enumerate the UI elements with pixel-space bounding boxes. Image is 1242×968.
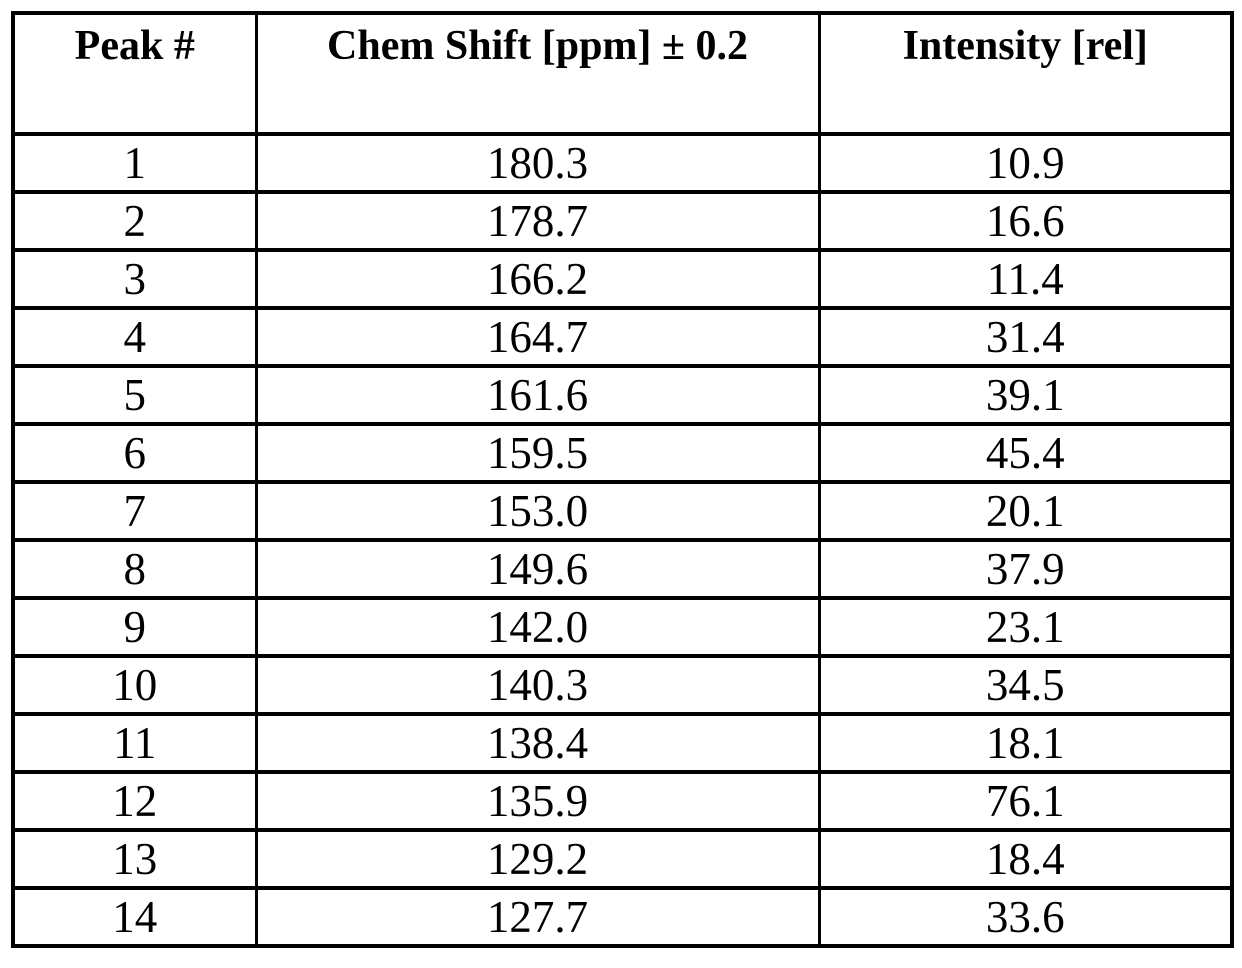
table-row: 6 159.5 45.4 (11, 422, 1234, 484)
peak-number-cell: 2 (11, 190, 258, 252)
peak-number-cell: 11 (11, 712, 258, 774)
nmr-peak-table: Peak # Chem Shift [ppm] ± 0.2 Intensity … (11, 11, 1234, 948)
intensity-cell: 18.4 (817, 828, 1234, 890)
chem-shift-cell: 166.2 (254, 248, 821, 310)
chem-shift-cell: 161.6 (254, 364, 821, 426)
intensity-cell: 76.1 (817, 770, 1234, 832)
intensity-cell: 45.4 (817, 422, 1234, 484)
chem-shift-cell: 164.7 (254, 306, 821, 368)
header-row: Peak # Chem Shift [ppm] ± 0.2 Intensity … (11, 11, 1234, 136)
table-row: 9 142.0 23.1 (11, 596, 1234, 658)
column-header-chem-shift: Chem Shift [ppm] ± 0.2 (254, 11, 821, 136)
chem-shift-cell: 142.0 (254, 596, 821, 658)
chem-shift-cell: 129.2 (254, 828, 821, 890)
table-row: 5 161.6 39.1 (11, 364, 1234, 426)
table-row: 3 166.2 11.4 (11, 248, 1234, 310)
peak-number-cell: 13 (11, 828, 258, 890)
peak-number-cell: 3 (11, 248, 258, 310)
peak-number-cell: 12 (11, 770, 258, 832)
peak-number-cell: 10 (11, 654, 258, 716)
intensity-cell: 33.6 (817, 886, 1234, 948)
table-row: 14 127.7 33.6 (11, 886, 1234, 948)
peak-number-cell: 14 (11, 886, 258, 948)
peak-number-cell: 5 (11, 364, 258, 426)
peak-number-cell: 8 (11, 538, 258, 600)
chem-shift-cell: 138.4 (254, 712, 821, 774)
intensity-cell: 37.9 (817, 538, 1234, 600)
intensity-cell: 16.6 (817, 190, 1234, 252)
table-row: 8 149.6 37.9 (11, 538, 1234, 600)
intensity-cell: 23.1 (817, 596, 1234, 658)
intensity-cell: 18.1 (817, 712, 1234, 774)
peak-number-cell: 1 (11, 132, 258, 194)
intensity-cell: 10.9 (817, 132, 1234, 194)
intensity-cell: 20.1 (817, 480, 1234, 542)
table-header: Peak # Chem Shift [ppm] ± 0.2 Intensity … (11, 11, 1234, 136)
intensity-cell: 39.1 (817, 364, 1234, 426)
table-row: 7 153.0 20.1 (11, 480, 1234, 542)
intensity-cell: 11.4 (817, 248, 1234, 310)
column-header-peak-number: Peak # (11, 11, 258, 136)
chem-shift-cell: 178.7 (254, 190, 821, 252)
peak-number-cell: 6 (11, 422, 258, 484)
chem-shift-cell: 140.3 (254, 654, 821, 716)
table-row: 2 178.7 16.6 (11, 190, 1234, 252)
table-row: 10 140.3 34.5 (11, 654, 1234, 716)
chem-shift-cell: 159.5 (254, 422, 821, 484)
chem-shift-cell: 135.9 (254, 770, 821, 832)
chem-shift-cell: 149.6 (254, 538, 821, 600)
peak-number-cell: 9 (11, 596, 258, 658)
intensity-cell: 31.4 (817, 306, 1234, 368)
peak-number-cell: 7 (11, 480, 258, 542)
column-header-intensity: Intensity [rel] (817, 11, 1234, 136)
chem-shift-cell: 180.3 (254, 132, 821, 194)
table-row: 4 164.7 31.4 (11, 306, 1234, 368)
table-body: 1 180.3 10.9 2 178.7 16.6 3 166.2 11.4 4 164.7 31.4… (11, 132, 1234, 948)
intensity-cell: 34.5 (817, 654, 1234, 716)
table-row: 1 180.3 10.9 (11, 132, 1234, 194)
table-row: 13 129.2 18.4 (11, 828, 1234, 890)
table-row: 11 138.4 18.1 (11, 712, 1234, 774)
chem-shift-cell: 153.0 (254, 480, 821, 542)
chem-shift-cell: 127.7 (254, 886, 821, 948)
table-row: 12 135.9 76.1 (11, 770, 1234, 832)
peak-number-cell: 4 (11, 306, 258, 368)
